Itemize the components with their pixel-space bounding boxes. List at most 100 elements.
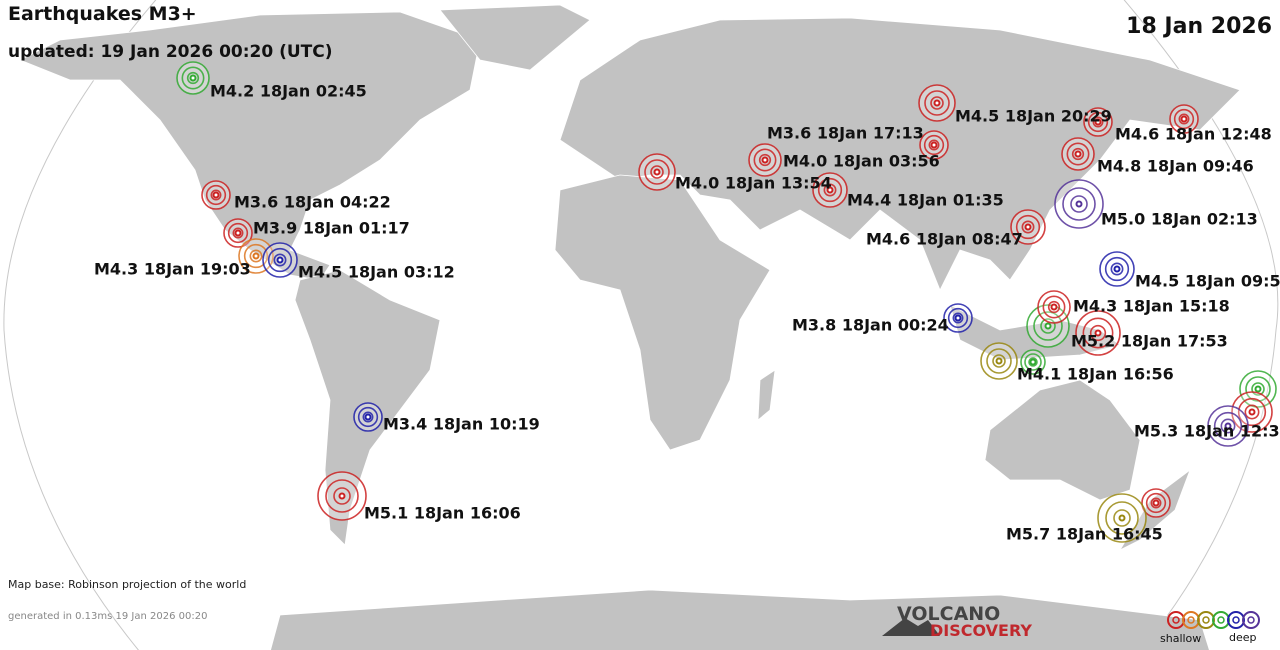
quake-ring: [1071, 147, 1085, 161]
quake-ring: [1087, 111, 1109, 133]
legend-ring: [1217, 616, 1225, 624]
quake-marker: [943, 303, 973, 333]
quake-center: [234, 229, 242, 237]
quake-ring: [1105, 501, 1139, 535]
quake-marker: [1083, 107, 1113, 137]
quake-ring: [1178, 113, 1190, 125]
quake-label: M3.6 18Jan 04:22: [234, 193, 391, 212]
quake-center: [1152, 499, 1160, 507]
quake-center: [1224, 422, 1232, 430]
quake-marker: [812, 172, 848, 208]
quake-ring: [1104, 256, 1130, 282]
quake-label: M4.3 18Jan 19:03: [94, 260, 251, 279]
quake-marker: [223, 218, 253, 248]
quake-ring: [1089, 324, 1107, 342]
quake-label: M5.7 18Jan 16:45: [1006, 525, 1163, 544]
quake-ring: [1024, 353, 1042, 371]
quake-marker: [1169, 104, 1199, 134]
quake-center: [1248, 408, 1256, 416]
quake-label: M5.0 18Jan 02:13: [1101, 210, 1258, 229]
quake-ring: [181, 66, 205, 90]
quake-ring: [243, 243, 269, 269]
quake-ring: [1040, 318, 1056, 334]
quake-label: M3.9 18Jan 01:17: [253, 219, 410, 238]
quake-label: M4.0 18Jan 13:54: [675, 174, 832, 193]
quake-ring: [1145, 492, 1167, 514]
quake-ring: [1244, 404, 1260, 420]
quake-ring: [232, 227, 244, 239]
quake-marker: [1054, 179, 1104, 229]
quake-ring: [1070, 195, 1088, 213]
quake-ring: [1220, 418, 1236, 434]
quake-ring: [923, 134, 945, 156]
quake-marker: [1207, 405, 1249, 447]
quake-marker: [1231, 391, 1273, 433]
quake-center: [826, 186, 834, 194]
quake-marker: [353, 402, 383, 432]
quake-marker: [176, 61, 210, 95]
quake-ring: [992, 354, 1006, 368]
quake-ring: [1113, 509, 1131, 527]
quake-center: [1094, 118, 1102, 126]
updated: updated: 19 Jan 2026 00:20 (UTC): [8, 42, 333, 62]
quake-center: [338, 492, 346, 500]
quake-ring: [1173, 108, 1195, 130]
quake-label: M3.8 18Jan 00:24: [792, 316, 949, 335]
quake-layer: [176, 61, 1277, 543]
quake-ring: [1251, 382, 1265, 396]
quake-marker: [748, 143, 782, 177]
legend-ring: [1247, 616, 1255, 624]
quake-ring: [273, 253, 287, 267]
quake-ring: [1245, 376, 1271, 402]
quake-center: [954, 314, 962, 322]
quake-center: [252, 252, 260, 260]
quake-center: [1254, 385, 1262, 393]
quake-marker: [201, 180, 231, 210]
quake-center: [995, 357, 1003, 365]
quake-ring: [1092, 116, 1104, 128]
legend: [1167, 611, 1260, 629]
quake-center: [1074, 150, 1082, 158]
logo-line1: VOLCANO: [897, 603, 1000, 625]
quake-ring: [1110, 262, 1124, 276]
quake-ring: [758, 153, 772, 167]
quake-label: M4.6 18Jan 08:47: [866, 230, 1023, 249]
quake-ring: [357, 406, 379, 428]
quake-ring: [1047, 300, 1061, 314]
quake-ring: [823, 183, 837, 197]
quake-marker: [1037, 290, 1071, 324]
quake-ring: [205, 184, 227, 206]
quake-marker: [1061, 137, 1095, 171]
quake-marker: [1020, 349, 1046, 375]
quake-ring: [952, 312, 964, 324]
quake-ring: [753, 148, 777, 172]
quake-ring: [362, 411, 374, 423]
quake-label: M5.2 18Jan 17:53: [1071, 332, 1228, 351]
legend-ring: [1232, 616, 1240, 624]
date: 18 Jan 2026: [1126, 14, 1272, 39]
quake-ring: [924, 90, 950, 116]
quake-ring: [947, 307, 969, 329]
quake-ring: [333, 487, 351, 505]
quake-ring: [1062, 187, 1096, 221]
quake-ring: [1015, 214, 1041, 240]
quake-marker: [1099, 251, 1135, 287]
quake-center: [1050, 303, 1058, 311]
quake-marker: [1075, 310, 1121, 356]
quake-label: M5.3 18Jan 12:31: [1134, 422, 1280, 441]
quake-ring: [1033, 311, 1063, 341]
quake-ring: [325, 479, 359, 513]
quake-center: [1094, 329, 1102, 337]
quake-center: [276, 256, 284, 264]
quake-ring: [1213, 411, 1243, 441]
quake-marker: [238, 238, 274, 274]
quake-label: M4.6 18Jan 12:48: [1115, 125, 1272, 144]
quake-label: M4.8 18Jan 09:46: [1097, 157, 1254, 176]
quake-marker: [980, 342, 1018, 380]
quake-marker: [1097, 493, 1147, 543]
quake-ring: [986, 348, 1012, 374]
quake-label: M3.6 18Jan 17:13: [767, 124, 924, 143]
quake-center: [1044, 322, 1052, 330]
legend-ring: [1227, 611, 1245, 629]
legend-ring: [1172, 616, 1180, 624]
